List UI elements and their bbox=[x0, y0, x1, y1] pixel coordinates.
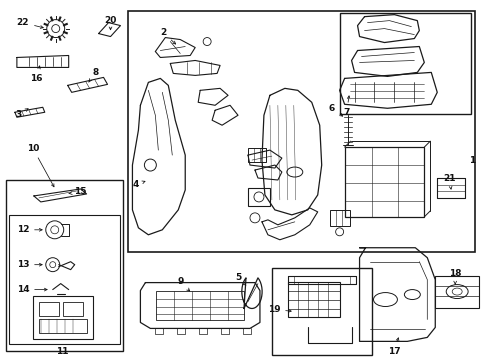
Text: 1: 1 bbox=[469, 156, 475, 165]
Bar bbox=[288, 282, 340, 318]
Bar bbox=[340, 13, 471, 114]
Text: 11: 11 bbox=[56, 347, 69, 356]
Bar bbox=[272, 268, 371, 355]
Text: 14: 14 bbox=[17, 285, 47, 294]
Bar bbox=[33, 296, 93, 339]
Bar bbox=[39, 319, 87, 333]
Bar bbox=[330, 210, 349, 226]
Bar bbox=[435, 276, 479, 307]
Bar bbox=[6, 180, 123, 351]
Text: 10: 10 bbox=[26, 144, 54, 187]
Text: 9: 9 bbox=[177, 277, 190, 291]
Bar bbox=[9, 215, 121, 345]
Bar bbox=[63, 302, 83, 316]
Text: 6: 6 bbox=[328, 104, 343, 116]
Text: 3: 3 bbox=[16, 109, 28, 119]
Text: 19: 19 bbox=[268, 305, 291, 314]
Text: 7: 7 bbox=[343, 96, 350, 117]
Bar bbox=[248, 188, 270, 206]
Text: 4: 4 bbox=[132, 180, 145, 189]
Text: 12: 12 bbox=[17, 225, 42, 234]
Bar bbox=[128, 11, 475, 252]
Text: 13: 13 bbox=[17, 260, 42, 269]
Text: 21: 21 bbox=[443, 174, 456, 189]
Text: 8: 8 bbox=[89, 68, 98, 82]
Text: 5: 5 bbox=[235, 273, 246, 285]
Bar bbox=[156, 291, 244, 320]
Text: 18: 18 bbox=[449, 269, 462, 284]
Text: 17: 17 bbox=[388, 338, 401, 356]
Text: 22: 22 bbox=[17, 18, 43, 28]
Text: 20: 20 bbox=[104, 16, 117, 30]
Text: 16: 16 bbox=[29, 66, 42, 83]
Text: 15: 15 bbox=[69, 188, 87, 197]
Bar bbox=[248, 148, 266, 162]
Text: 2: 2 bbox=[160, 28, 175, 44]
Bar bbox=[39, 302, 59, 316]
Bar bbox=[344, 147, 424, 217]
